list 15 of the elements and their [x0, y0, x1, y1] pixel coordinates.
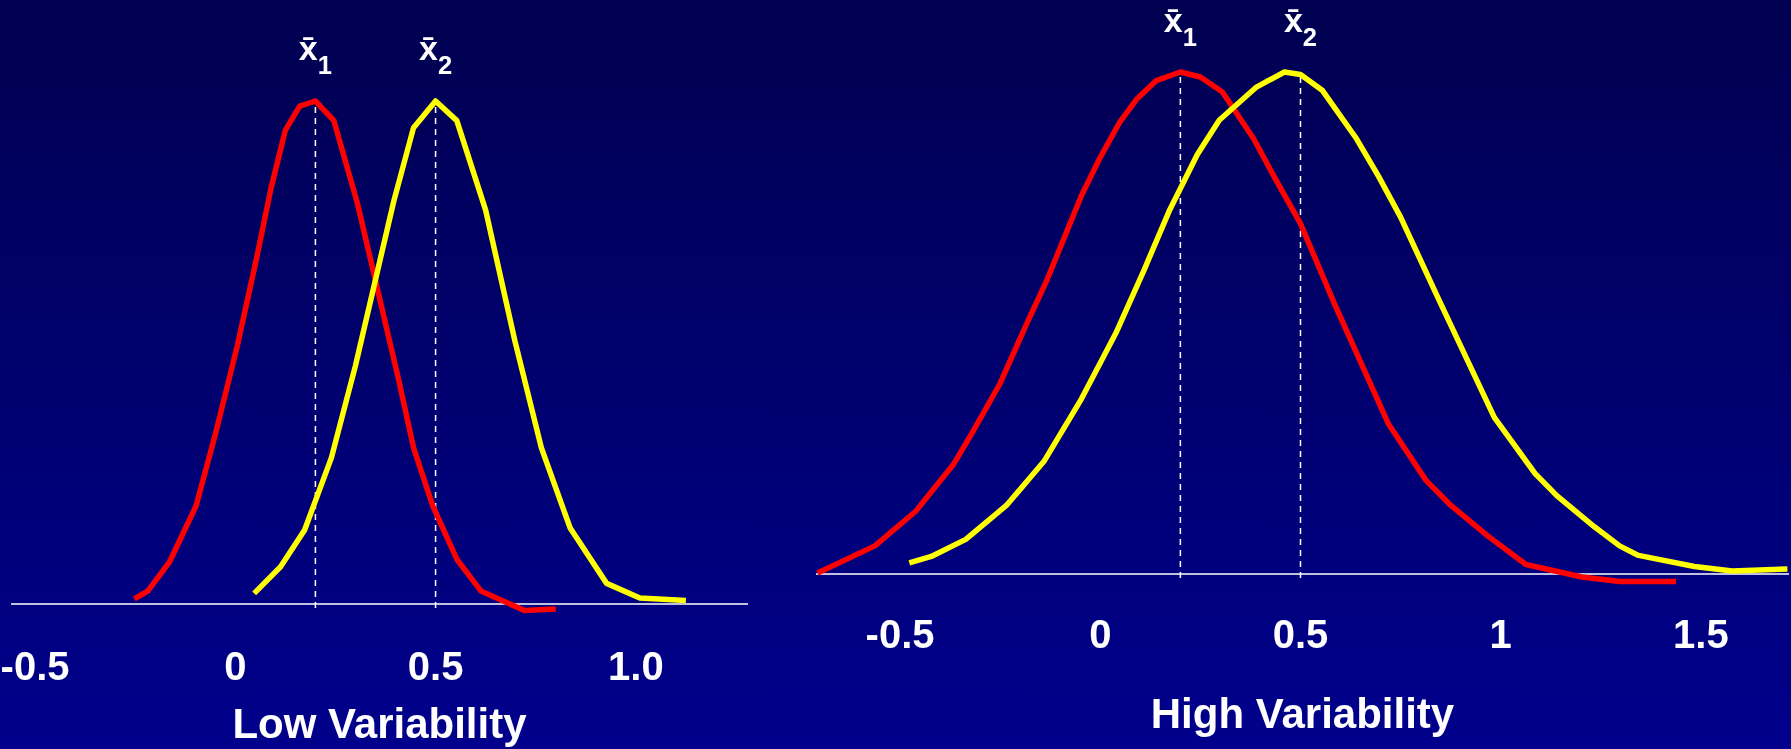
- ref-line-label: x̄$_{1}$: [1163, 1, 1197, 51]
- x-tick-label: 0.5: [1272, 612, 1329, 656]
- x-axis-title: Low Variability: [232, 700, 528, 747]
- x-tick-label: 0: [1089, 612, 1112, 656]
- x-axis-title: High Variability: [1150, 690, 1455, 737]
- x-tick-label: -0.5: [865, 612, 935, 656]
- ref-line-label: x̄$_{2}$: [1283, 1, 1318, 51]
- x-tick-label: 1: [1489, 612, 1512, 656]
- x-tick-label: 0: [224, 644, 247, 688]
- x-tick-label: 1.5: [1673, 612, 1729, 656]
- x-tick-label: 0.5: [407, 644, 464, 688]
- ref-line-label: x̄$_{1}$: [298, 29, 332, 79]
- x-tick-label: 1.0: [608, 644, 664, 688]
- ref-line-label: x̄$_{2}$: [419, 29, 453, 79]
- x-tick-label: -0.5: [0, 644, 70, 688]
